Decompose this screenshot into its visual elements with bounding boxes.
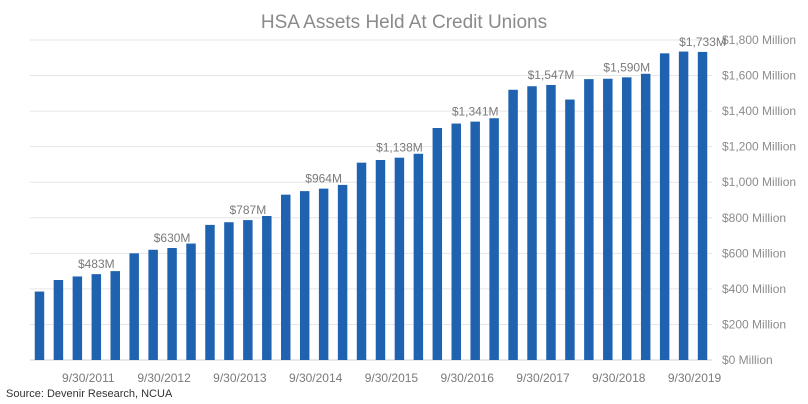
data-label: $1,138M (376, 141, 423, 155)
data-labels: $483M $630M $787M $964M $1,138M $1,341M $1,547… (78, 35, 726, 271)
y-tick-label: $0 Million (722, 353, 773, 367)
bar (394, 157, 405, 360)
bars (34, 51, 708, 361)
bar (413, 153, 424, 360)
bar (546, 84, 556, 360)
y-tick-label: $400 Million (722, 282, 786, 296)
bar (186, 243, 196, 360)
data-label: $787M (230, 203, 267, 217)
y-tick-label: $200 Million (722, 317, 786, 331)
y-tick-label: $1,000 Million (722, 175, 796, 189)
data-label: $630M (154, 231, 191, 245)
bar (167, 248, 177, 360)
bar (72, 276, 83, 360)
x-axis-ticks: 9/30/2011 9/30/2012 9/30/2013 9/30/2014 9/30… (62, 371, 721, 385)
bar (110, 271, 120, 360)
bar (53, 280, 64, 360)
data-label: $964M (305, 172, 342, 186)
bar (91, 274, 102, 360)
x-tick-label: 9/30/2019 (668, 371, 722, 385)
bar (299, 191, 310, 360)
bar (318, 188, 329, 360)
x-tick-label: 9/30/2012 (137, 371, 191, 385)
x-tick-label: 9/30/2015 (365, 371, 419, 385)
bar (489, 118, 499, 360)
bar (565, 99, 575, 361)
y-tick-label: $1,400 Million (722, 104, 796, 118)
bar (622, 77, 632, 360)
y-tick-label: $1,200 Million (722, 140, 796, 154)
bar (281, 194, 291, 360)
gridlines (30, 39, 712, 361)
data-label: $1,733M (679, 35, 726, 49)
bar (205, 224, 215, 360)
bar (262, 216, 272, 360)
bar (243, 220, 253, 360)
bar (356, 162, 367, 360)
y-tick-label: $600 Million (722, 246, 786, 260)
data-label: $483M (78, 257, 115, 271)
x-tick-label: 9/30/2018 (592, 371, 646, 385)
data-label: $1,590M (603, 60, 650, 74)
data-label: $1,341M (452, 105, 499, 119)
bar (659, 53, 670, 360)
bar (508, 89, 518, 361)
bar (640, 73, 651, 361)
chart-title: HSA Assets Held At Credit Unions (261, 12, 547, 33)
bar (224, 222, 234, 360)
x-tick-label: 9/30/2016 (440, 371, 494, 385)
source-note: Source: Devenir Research, NCUA (6, 388, 173, 400)
bar (678, 51, 689, 361)
data-label: $1,547M (528, 68, 575, 82)
y-tick-label: $1,800 Million (722, 33, 796, 47)
bar (337, 184, 348, 360)
x-tick-label: 9/30/2011 (62, 371, 115, 385)
bar (129, 253, 139, 360)
bar (584, 79, 594, 360)
bar (432, 128, 443, 360)
y-tick-label: $800 Million (722, 211, 786, 225)
x-tick-label: 9/30/2014 (289, 371, 343, 385)
y-axis-ticks: $0 Million $200 Million $400 Million $600 M… (722, 33, 796, 367)
y-tick-label: $1,600 Million (722, 69, 796, 83)
x-tick-label: 9/30/2013 (213, 371, 267, 385)
bar (603, 78, 613, 360)
bar (470, 121, 480, 360)
bar (697, 51, 708, 361)
bar (451, 123, 461, 360)
bar (148, 249, 158, 360)
x-tick-label: 9/30/2017 (516, 371, 570, 385)
bar (527, 86, 537, 360)
bar (34, 291, 45, 360)
bar (375, 160, 386, 360)
